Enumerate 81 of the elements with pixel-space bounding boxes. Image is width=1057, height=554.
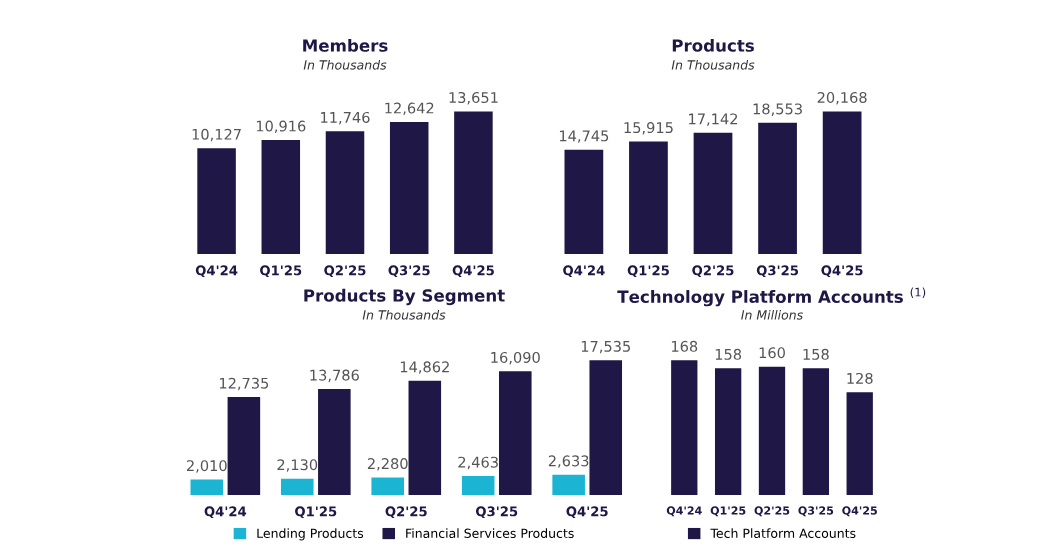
chart-title: Technology Platform Accounts $^{(1)}$ [617, 287, 926, 307]
bar [197, 148, 236, 254]
bar [693, 132, 733, 254]
bar [758, 122, 797, 254]
data-label: 128 [847, 372, 873, 384]
bar [227, 397, 261, 495]
x-tick-label: Q3'25 [475, 506, 518, 519]
chart-subtitle: In Thousands [671, 59, 755, 70]
data-label: 14,862 [400, 361, 449, 374]
x-tick-label: Q1'25 [295, 506, 337, 519]
bar [498, 371, 532, 495]
x-tick-label: Q4'25 [452, 265, 494, 278]
bar [261, 139, 301, 254]
x-tick-label: Q1'25 [260, 265, 302, 278]
data-label: 2,463 [458, 456, 498, 470]
data-label: 15,915 [624, 122, 673, 135]
data-label: 12,642 [385, 102, 434, 116]
data-label: 2,010 [186, 460, 227, 473]
bar [325, 131, 365, 254]
data-label: 168 [671, 340, 698, 352]
bar [564, 149, 604, 254]
bar [758, 366, 786, 495]
data-label: 160 [759, 347, 785, 359]
legend-label: Tech Platform Accounts [710, 528, 856, 538]
chart-subtitle: In Millions [741, 309, 803, 320]
data-label: 2,130 [277, 459, 318, 472]
data-label: 13,651 [449, 91, 498, 105]
bar [389, 121, 429, 254]
data-label: 17,142 [689, 113, 738, 126]
bar [822, 111, 862, 254]
bar [846, 392, 873, 495]
x-tick-label: Q4'25 [821, 265, 863, 278]
x-tick-label: Q2'25 [692, 265, 734, 278]
chart-subtitle: In Thousands [303, 59, 387, 70]
legend-label: Financial Services Products [406, 528, 574, 538]
x-tick-label: Q1'25 [627, 265, 669, 278]
bar [802, 368, 830, 495]
data-label: 2,280 [367, 458, 408, 471]
chart-title: Products By Segment [304, 288, 505, 306]
data-label: 14,745 [559, 130, 609, 143]
chart-title: Products [672, 38, 754, 52]
data-label: 12,735 [219, 377, 269, 391]
x-tick-label: Q4'25 [566, 506, 608, 519]
data-label: 20,168 [817, 91, 867, 105]
x-tick-label: Q4'24 [195, 265, 238, 278]
bar [190, 479, 224, 495]
x-tick-label: Q3'25 [388, 265, 430, 278]
x-tick-label: Q4'24 [563, 265, 605, 278]
x-tick-label: Q4'25 [842, 506, 877, 517]
bar [589, 360, 623, 495]
data-label: 10,916 [256, 120, 306, 134]
x-tick-label: Q4'24 [204, 506, 247, 519]
bar [552, 474, 585, 495]
x-tick-label: Q3'25 [798, 506, 834, 517]
bar [671, 360, 698, 495]
chart-title: Members [303, 38, 388, 52]
data-label: 158 [715, 348, 742, 360]
x-tick-label: Q4'24 [666, 506, 702, 517]
x-tick-label: Q2'25 [754, 506, 790, 517]
bar [454, 111, 493, 254]
data-label: 13,786 [310, 369, 359, 383]
data-label: 158 [803, 348, 829, 360]
data-label: 17,535 [581, 340, 630, 354]
bar [714, 368, 742, 495]
data-label: 18,553 [753, 103, 802, 116]
x-tick-label: Q1'25 [710, 506, 746, 517]
bar [461, 476, 495, 495]
x-tick-label: Q2'25 [385, 506, 427, 519]
data-label: 11,746 [321, 111, 370, 125]
x-tick-label: Q2'25 [324, 265, 366, 278]
chart-subtitle: In Thousands [362, 309, 446, 320]
bar [280, 478, 314, 495]
data-label: 10,127 [192, 128, 241, 142]
data-label: 2,633 [548, 455, 589, 468]
bar [629, 141, 668, 254]
data-label: 16,090 [491, 351, 540, 365]
bar [318, 389, 351, 495]
legend-label: Lending Products [257, 528, 364, 541]
x-tick-label: Q3'25 [756, 265, 799, 278]
bar [371, 477, 404, 495]
bar [408, 380, 442, 495]
